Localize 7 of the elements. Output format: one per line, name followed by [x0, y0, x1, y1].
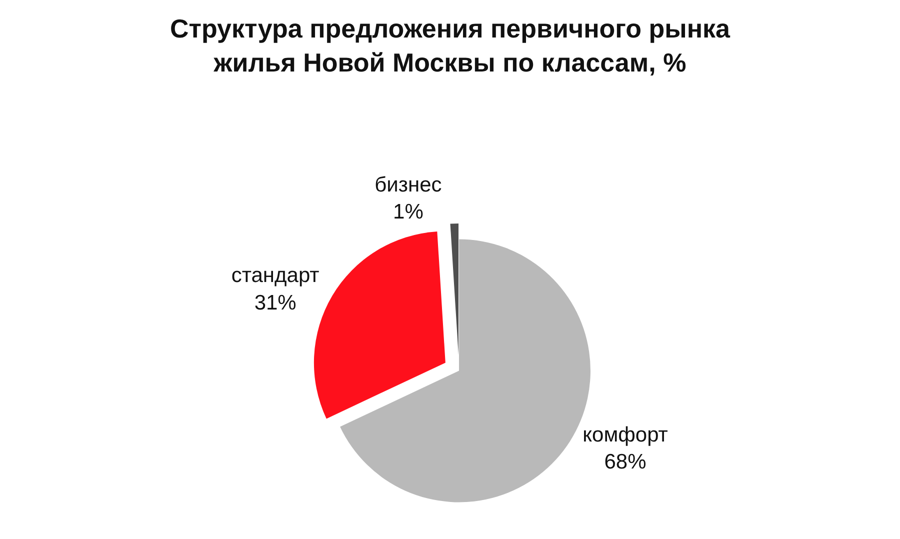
data-label: 1%: [393, 200, 424, 224]
slice-label: бизнес: [374, 173, 442, 196]
data-label: 68%: [604, 450, 646, 474]
chart-title: Структура предложения первичного рынка жилья Новой Москвы по классам, %: [170, 14, 731, 78]
slice-label: стандарт: [231, 264, 320, 288]
data-label: 31%: [254, 291, 296, 314]
slice-label: комфорт: [582, 423, 668, 446]
